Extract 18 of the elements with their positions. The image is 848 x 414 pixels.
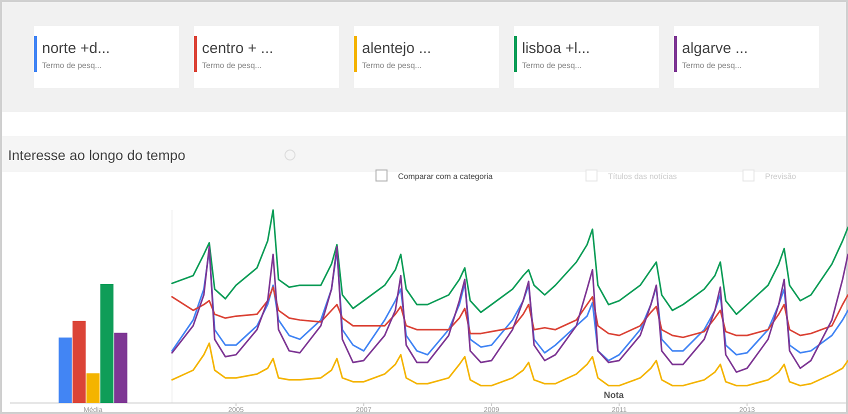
annotation: Nota [604, 390, 625, 400]
text: Termo de pesq... [42, 61, 102, 70]
bar [100, 284, 114, 403]
legend-label: algarve ... [682, 40, 748, 57]
legend-label: centro + ... [202, 40, 274, 57]
legend-label: alentejo ... [362, 40, 432, 57]
legend-label: lisboa +l... [522, 40, 590, 57]
bar [86, 373, 100, 403]
text: Termo de pesq... [362, 61, 422, 70]
text: Termo de pesq... [522, 61, 582, 70]
text: Termo de pesq... [202, 61, 262, 70]
text: Termo de pesq... [682, 61, 742, 70]
bar [114, 332, 128, 403]
chart-title: Interesse ao longo do tempo [8, 147, 186, 163]
bar [58, 338, 72, 403]
bar [72, 320, 86, 403]
legend-label: norte +d... [42, 40, 110, 57]
text: Comparar com a categoria [398, 172, 494, 181]
